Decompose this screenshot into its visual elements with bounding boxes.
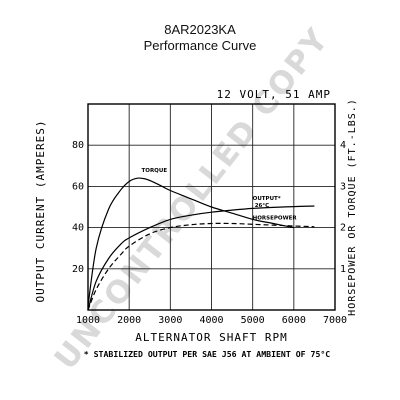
y-left-tick-label: 20	[72, 264, 84, 275]
x-tick-label: 2000	[117, 315, 141, 326]
y-left-tick-label: 80	[72, 140, 84, 151]
torque-annotation: TORQUE	[142, 168, 168, 174]
x-tick-label: 7000	[323, 315, 347, 326]
chart-title: 12 VOLT, 51 AMP	[217, 88, 331, 101]
x-axis-label: ALTERNATOR SHAFT RPM	[135, 331, 287, 344]
x-tick-label: 6000	[282, 315, 306, 326]
output-series-line	[87, 205, 315, 311]
y-right-tick-label: 3	[340, 181, 346, 192]
x-tick-label: 1000	[76, 315, 100, 326]
x-tick-label: 3000	[158, 315, 182, 326]
x-tick-label: 5000	[241, 315, 265, 326]
chart-model-title: 8AR2023KA	[164, 22, 236, 37]
footnote: * STABILIZED OUTPUT PER SAE J56 AT AMBIE…	[84, 349, 331, 359]
x-tick-label: 4000	[199, 315, 223, 326]
output-temp-annotation: 26°C	[255, 203, 269, 209]
torque-series-line	[87, 177, 294, 306]
chart-subtitle: Performance Curve	[143, 38, 257, 53]
horsepower-series-line	[87, 222, 315, 311]
y-left-tick-label: 40	[72, 223, 84, 234]
output-annotation: OUTPUT*	[253, 196, 281, 202]
y-axis-right-label: HORSEPOWER OR TORQUE (FT.-LBS.)	[347, 98, 358, 316]
y-right-tick-label: 1	[340, 264, 346, 275]
horsepower-annotation: HORSEPOWER	[253, 215, 298, 221]
y-axis-left-label: OUTPUT CURRENT (AMPERES)	[34, 120, 47, 303]
plot-frame	[87, 103, 336, 311]
y-left-tick-label: 60	[72, 181, 84, 192]
y-right-tick-label: 4	[340, 140, 346, 151]
y-right-tick-label: 2	[340, 223, 346, 234]
